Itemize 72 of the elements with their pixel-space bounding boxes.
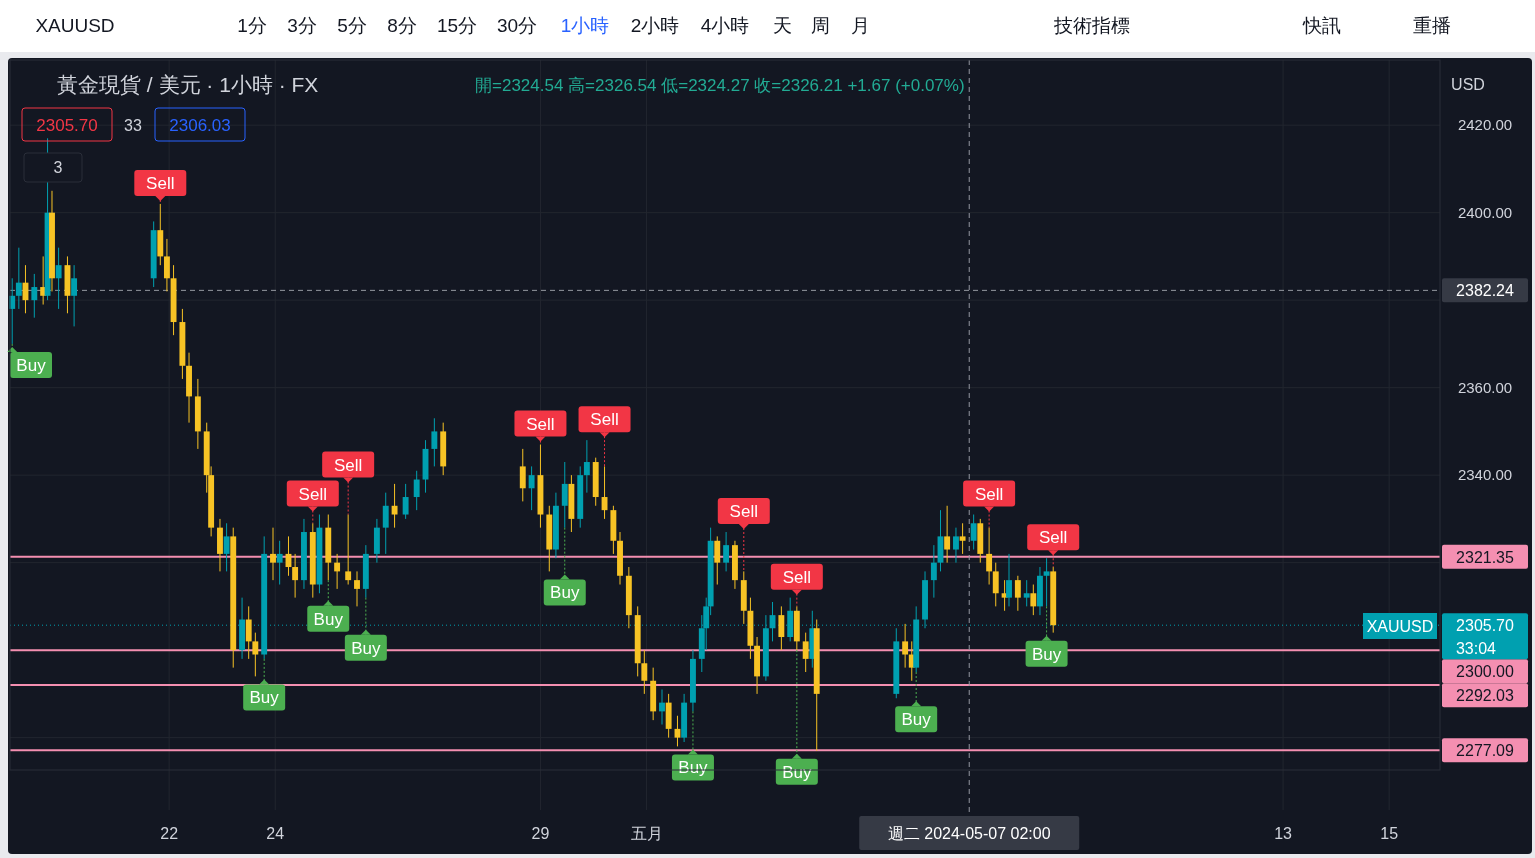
text: 天 [772,15,792,36]
signal: Buy [344,629,387,661]
signal: Sell [578,406,631,438]
text: 周 [810,15,830,36]
signal: Sell [717,498,770,529]
text: XAUUSD [35,15,115,36]
x-tick-label: 22 [160,825,179,842]
annotation: Sell [298,484,327,504]
annotation: Buy [313,609,344,629]
annotation: Sell [729,502,758,522]
text: 月 [850,15,870,36]
annotation: Sell [782,567,812,587]
text: 重播 [1413,15,1451,36]
signal: Sell [1027,524,1080,556]
ref-line-label: 2382.24 [1456,282,1515,300]
annotation: XAUUSD [1366,618,1434,635]
ref-line-label: 週二 2024-05-07 02:00 [887,825,1051,842]
ref-line-label: 2277.09 [1456,742,1515,760]
signal: Sell [134,169,187,201]
text: 1分 [237,15,267,36]
annotation: Sell [333,455,363,475]
text: 2小時 [630,15,680,36]
annotation: Sell [526,414,555,434]
text: USD [1451,76,1485,93]
text: 開=2324.54 高=2326.54 低=2324.27 收=2326.21 +1.67 (+0.07%) [475,76,965,95]
annotation: Buy [678,758,709,778]
signal: Sell [322,451,375,483]
y-tick-label: 2360.00 [1457,378,1513,396]
annotation: Sell [1039,528,1068,548]
text: 8分 [387,15,417,36]
annotation: Buy [550,583,580,603]
annotation: Buy [782,762,812,782]
text: 30分 [496,15,538,36]
signal: Buy [895,701,938,733]
annotation: Sell [974,484,1004,504]
y-tick-label: 2420.00 [1457,116,1513,134]
annotation: Buy [1031,644,1062,664]
annotation: 3 [53,159,63,176]
text: 1小時 [560,15,610,36]
signal: Buy [543,574,586,606]
y-tick-label: 2340.00 [1457,466,1513,484]
text: 33:04 [1455,640,1497,657]
text: 3分 [287,15,317,36]
signal: Sell [514,410,567,442]
signal: Sell [963,480,1016,512]
annotation: Sell [590,410,619,430]
signal: Buy [243,679,286,711]
text: 技術指標 [1053,15,1130,36]
text: 15分 [436,15,478,36]
ref-line-label: 2305.70 [1456,617,1515,635]
x-tick-label: 15 [1380,825,1399,842]
ref-line-label: 2321.35 [1456,548,1515,566]
annotation: Buy [351,638,381,658]
x-tick-label: 五月 [630,825,663,842]
x-tick-label: 24 [266,825,285,842]
annotation: 2305.70 [36,116,98,135]
text: 4小時 [700,15,750,36]
y-tick-label: 2400.00 [1457,203,1513,221]
annotation: Buy [249,688,280,708]
annotation: 2306.03 [169,116,231,135]
ref-line-label: 2292.03 [1456,687,1515,705]
signal: Buy [307,600,350,632]
text: 5分 [337,15,367,36]
text: 快訊 [1302,15,1341,36]
x-tick-label: 13 [1274,825,1293,842]
text: 黃金現貨 / 美元 · 1小時 · FX [57,73,319,96]
annotation: 33 [124,117,142,134]
annotation: Buy [901,710,932,730]
annotation: Buy [16,355,47,375]
ref-line-label: 2300.00 [1456,663,1515,681]
x-tick-label: 29 [531,825,550,842]
annotation: Sell [146,173,175,193]
